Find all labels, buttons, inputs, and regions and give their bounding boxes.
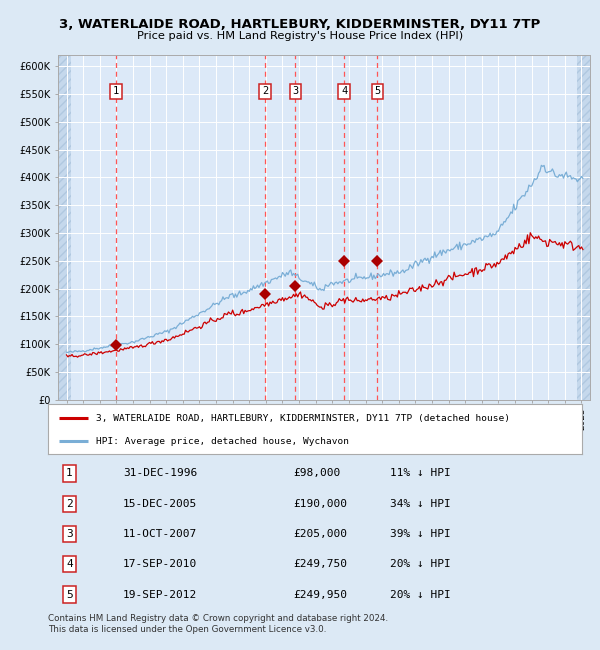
Text: 5: 5	[66, 590, 73, 599]
Text: 4: 4	[66, 559, 73, 569]
Text: 11% ↓ HPI: 11% ↓ HPI	[390, 469, 451, 478]
Text: 1: 1	[113, 86, 119, 96]
Text: Contains HM Land Registry data © Crown copyright and database right 2024.
This d: Contains HM Land Registry data © Crown c…	[48, 614, 388, 634]
Bar	[58, 55, 71, 400]
Text: 3, WATERLAIDE ROAD, HARTLEBURY, KIDDERMINSTER, DY11 7TP: 3, WATERLAIDE ROAD, HARTLEBURY, KIDDERMI…	[59, 18, 541, 31]
Text: £249,950: £249,950	[293, 590, 347, 599]
Text: £249,750: £249,750	[293, 559, 347, 569]
Text: 39% ↓ HPI: 39% ↓ HPI	[390, 529, 451, 539]
Text: 20% ↓ HPI: 20% ↓ HPI	[390, 559, 451, 569]
Bar	[577, 55, 593, 400]
Text: £190,000: £190,000	[293, 499, 347, 509]
Text: 11-OCT-2007: 11-OCT-2007	[123, 529, 197, 539]
Text: 34% ↓ HPI: 34% ↓ HPI	[390, 499, 451, 509]
Text: 3, WATERLAIDE ROAD, HARTLEBURY, KIDDERMINSTER, DY11 7TP (detached house): 3, WATERLAIDE ROAD, HARTLEBURY, KIDDERMI…	[96, 413, 510, 423]
Text: £205,000: £205,000	[293, 529, 347, 539]
Text: Price paid vs. HM Land Registry's House Price Index (HPI): Price paid vs. HM Land Registry's House …	[137, 31, 463, 41]
Text: 17-SEP-2010: 17-SEP-2010	[123, 559, 197, 569]
Text: 2: 2	[66, 499, 73, 509]
Text: 15-DEC-2005: 15-DEC-2005	[123, 499, 197, 509]
Text: 19-SEP-2012: 19-SEP-2012	[123, 590, 197, 599]
Text: 3: 3	[292, 86, 299, 96]
Text: HPI: Average price, detached house, Wychavon: HPI: Average price, detached house, Wych…	[96, 437, 349, 446]
Text: 3: 3	[66, 529, 73, 539]
Text: 2: 2	[262, 86, 268, 96]
Text: 31-DEC-1996: 31-DEC-1996	[123, 469, 197, 478]
Text: 1: 1	[66, 469, 73, 478]
Text: 20% ↓ HPI: 20% ↓ HPI	[390, 590, 451, 599]
Text: 4: 4	[341, 86, 347, 96]
Text: £98,000: £98,000	[293, 469, 341, 478]
Text: 5: 5	[374, 86, 380, 96]
